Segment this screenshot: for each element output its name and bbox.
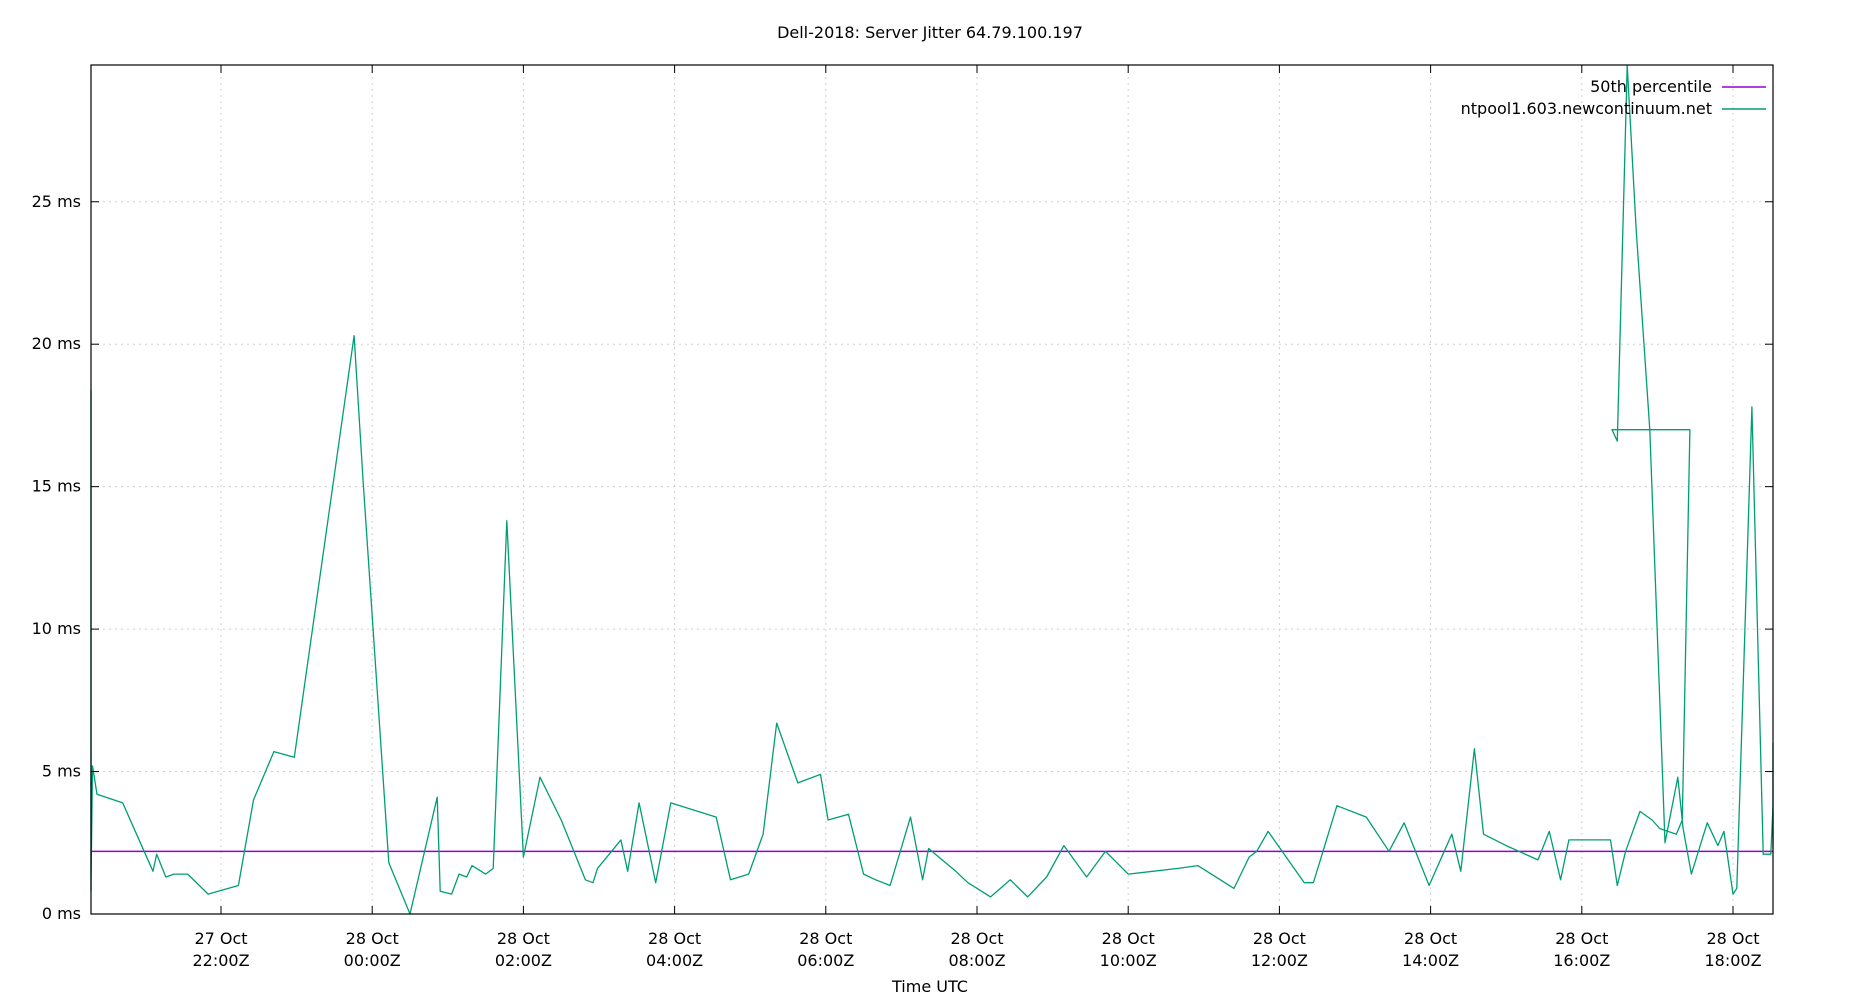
y-tick-label: 10 ms bbox=[32, 619, 81, 638]
y-tick-label: 25 ms bbox=[32, 192, 81, 211]
x-tick-label-date: 28 Oct bbox=[950, 929, 1003, 948]
x-tick-label-time: 16:00Z bbox=[1553, 951, 1610, 970]
x-tick-label-date: 28 Oct bbox=[497, 929, 550, 948]
y-tick-label: 20 ms bbox=[32, 334, 81, 353]
y-tick-label: 5 ms bbox=[42, 762, 81, 781]
x-tick-label-time: 04:00Z bbox=[646, 951, 703, 970]
x-tick-label-time: 18:00Z bbox=[1704, 951, 1761, 970]
plot-frame bbox=[90, 64, 1774, 915]
x-tick-label-date: 28 Oct bbox=[799, 929, 852, 948]
x-tick-label-date: 27 Oct bbox=[194, 929, 247, 948]
legend: 50th percentile ntpool1.603.newcontinuum.… bbox=[1461, 77, 1766, 118]
x-axis-label: Time UTC bbox=[891, 977, 968, 996]
x-tick-label-date: 28 Oct bbox=[1404, 929, 1457, 948]
x-tick-label-time: 10:00Z bbox=[1100, 951, 1157, 970]
x-tick-label-time: 14:00Z bbox=[1402, 951, 1459, 970]
legend-label: 50th percentile bbox=[1590, 77, 1712, 96]
chart-title: Dell-2018: Server Jitter 64.79.100.197 bbox=[777, 23, 1083, 42]
x-tick-label-time: 08:00Z bbox=[948, 951, 1005, 970]
x-tick-label-date: 28 Oct bbox=[1555, 929, 1608, 948]
legend-label: ntpool1.603.newcontinuum.net bbox=[1461, 99, 1712, 118]
x-tick-label-time: 02:00Z bbox=[495, 951, 552, 970]
y-tick-label: 0 ms bbox=[42, 904, 81, 923]
x-tick-label-date: 28 Oct bbox=[346, 929, 399, 948]
y-tick-label: 15 ms bbox=[32, 477, 81, 496]
x-tick-label-time: 12:00Z bbox=[1251, 951, 1308, 970]
ticks: 0 ms 5 ms 10 ms 15 ms 20 ms 25 ms 27 Oct 22:00Z… bbox=[32, 65, 1773, 970]
x-tick-label-time: 22:00Z bbox=[192, 951, 249, 970]
series-layer bbox=[90, 64, 1774, 915]
x-tick-label-date: 28 Oct bbox=[1706, 929, 1759, 948]
x-tick-label-date: 28 Oct bbox=[648, 929, 701, 948]
x-tick-label-time: 06:00Z bbox=[797, 951, 854, 970]
x-tick-label-date: 28 Oct bbox=[1102, 929, 1155, 948]
x-tick-label-date: 28 Oct bbox=[1253, 929, 1306, 948]
x-tick-label-time: 00:00Z bbox=[344, 951, 401, 970]
jitter-series-line bbox=[90, 64, 1774, 915]
grid bbox=[91, 65, 1773, 914]
